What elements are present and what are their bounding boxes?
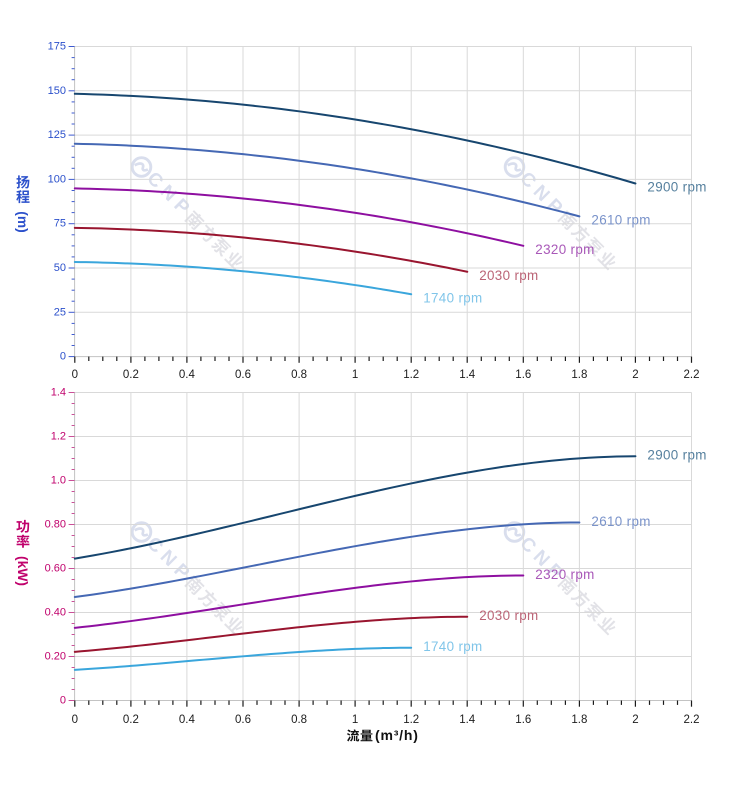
svg-text:2610 rpm: 2610 rpm [591, 212, 650, 227]
svg-text:1740 rpm: 1740 rpm [423, 639, 482, 654]
svg-text:2.2: 2.2 [684, 714, 700, 726]
svg-text:1740 rpm: 1740 rpm [423, 290, 482, 305]
svg-text:75: 75 [54, 218, 66, 230]
svg-text:2900 rpm: 2900 rpm [647, 448, 706, 463]
svg-text:(m³/h): (m³/h) [375, 727, 419, 743]
svg-text:1.0: 1.0 [51, 475, 66, 487]
svg-text:100: 100 [48, 173, 66, 185]
svg-text:0: 0 [72, 369, 78, 381]
svg-text:0.20: 0.20 [45, 651, 66, 663]
svg-text:2: 2 [632, 714, 638, 726]
svg-text:0.6: 0.6 [235, 714, 251, 726]
svg-text:0.60: 0.60 [45, 563, 66, 575]
svg-text:1.2: 1.2 [403, 369, 419, 381]
svg-text:125: 125 [48, 129, 66, 141]
svg-text:0.8: 0.8 [291, 369, 307, 381]
svg-text:1.6: 1.6 [515, 369, 531, 381]
svg-text:1: 1 [352, 369, 358, 381]
svg-text:2: 2 [632, 369, 638, 381]
svg-text:2610 rpm: 2610 rpm [591, 514, 650, 529]
svg-text:1.2: 1.2 [51, 431, 66, 443]
svg-text:1: 1 [352, 714, 358, 726]
svg-text:0.4: 0.4 [179, 714, 196, 726]
svg-text:0.4: 0.4 [179, 369, 196, 381]
svg-text:(kW): (kW) [15, 556, 30, 586]
svg-text:0: 0 [60, 351, 66, 363]
svg-text:1.4: 1.4 [459, 369, 476, 381]
svg-text:2900 rpm: 2900 rpm [647, 180, 706, 195]
svg-text:0: 0 [60, 695, 66, 707]
svg-text:1.4: 1.4 [51, 387, 66, 399]
svg-text:150: 150 [48, 85, 66, 97]
svg-text:2320 rpm: 2320 rpm [535, 242, 594, 257]
svg-text:25: 25 [54, 306, 66, 318]
svg-text:1.6: 1.6 [515, 714, 531, 726]
svg-text:0.6: 0.6 [235, 369, 251, 381]
svg-text:0.8: 0.8 [291, 714, 307, 726]
svg-text:(m): (m) [15, 211, 30, 232]
svg-text:0: 0 [72, 714, 78, 726]
svg-text:0.80: 0.80 [45, 519, 66, 531]
svg-text:2030 rpm: 2030 rpm [479, 608, 538, 623]
svg-text:2030 rpm: 2030 rpm [479, 268, 538, 283]
svg-text:2.2: 2.2 [684, 369, 700, 381]
svg-text:0.2: 0.2 [123, 714, 139, 726]
svg-text:0.40: 0.40 [45, 607, 66, 619]
svg-text:0.2: 0.2 [123, 369, 139, 381]
svg-text:1.4: 1.4 [459, 714, 476, 726]
svg-text:1.8: 1.8 [571, 369, 587, 381]
svg-text:1.2: 1.2 [403, 714, 419, 726]
svg-text:175: 175 [48, 41, 66, 53]
svg-text:50: 50 [54, 262, 66, 274]
svg-text:1.8: 1.8 [571, 714, 587, 726]
svg-text:2320 rpm: 2320 rpm [535, 567, 594, 582]
